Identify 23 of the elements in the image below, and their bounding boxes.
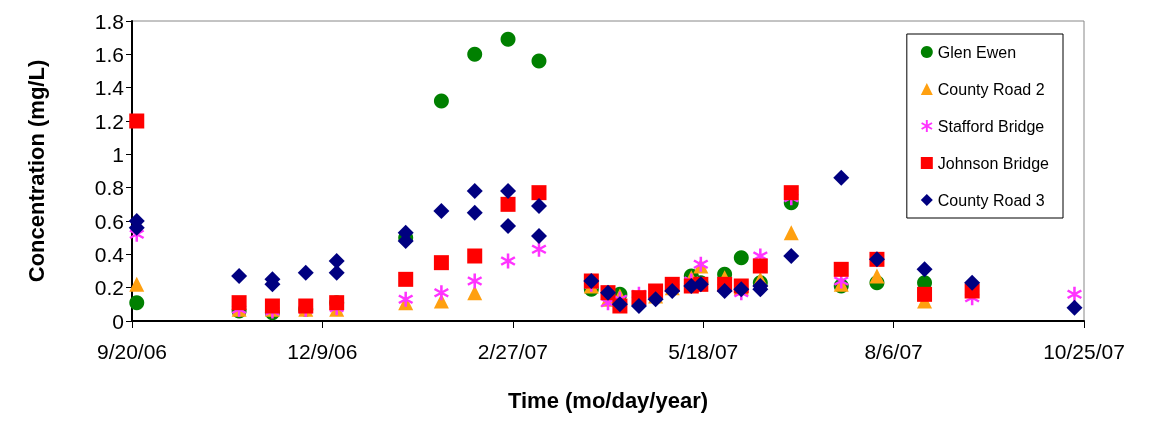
y-tick-label: 0.2 (94, 276, 124, 300)
y-tick-label: 1.4 (94, 76, 125, 100)
legend-label: County Road 3 (937, 191, 1045, 209)
x-tick-label: 10/25/07 (1043, 340, 1125, 363)
y-tick-label: 0 (112, 309, 124, 333)
y-tick-label: 1.6 (94, 42, 124, 66)
y-tick-label: 0.4 (94, 242, 125, 266)
legend-label: County Road 2 (937, 80, 1045, 98)
y-tick-label: 0.6 (94, 209, 124, 233)
x-tick-label: 8/6/07 (864, 340, 923, 363)
y-tick-label: 0.8 (94, 176, 124, 200)
x-tick-label: 9/20/06 (96, 340, 168, 363)
y-tick-label: 1.2 (94, 109, 124, 133)
y-axis-title: Concentration (mg/L) (23, 59, 49, 283)
x-tick-label: 2/27/07 (477, 340, 548, 363)
x-axis-title: Time (mo/day/year) (507, 387, 709, 413)
legend-label: Glen Ewen (937, 43, 1017, 61)
y-tick-label: 1 (112, 142, 124, 166)
x-tick-label: 5/18/07 (668, 340, 739, 363)
legend-label: Johnson Bridge (937, 154, 1050, 172)
x-tick-label: 12/9/06 (287, 340, 358, 363)
legend-label: Stafford Bridge (937, 117, 1045, 135)
y-tick-label: 1.8 (94, 9, 124, 33)
